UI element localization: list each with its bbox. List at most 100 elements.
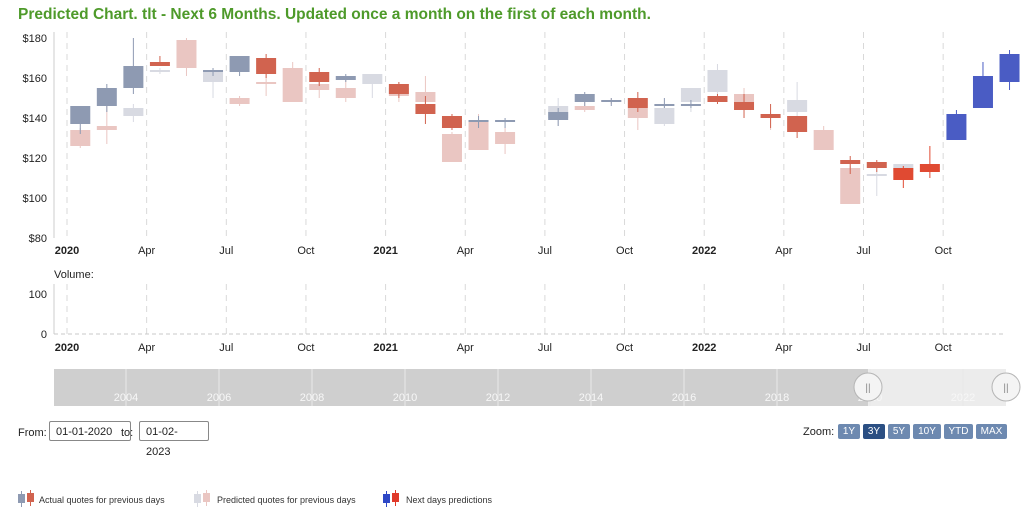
- predicted-candle-3[interactable]: [149, 70, 170, 72]
- x-tick-label: Apr: [457, 342, 474, 354]
- actual-candle-17[interactable]: [627, 98, 648, 108]
- actual-candles: [70, 38, 887, 174]
- actual-candle-18[interactable]: [654, 104, 675, 106]
- x-tick-label: Apr: [457, 245, 474, 257]
- y-tick-label: $80: [29, 233, 47, 245]
- actual-candle-7[interactable]: [309, 72, 330, 82]
- x-tick-label: Jul: [538, 342, 552, 354]
- actual-candle-6[interactable]: [256, 58, 277, 74]
- navigator-year-label: 2022: [951, 392, 975, 404]
- x-tick-label: 2020: [55, 342, 79, 354]
- navigator-track[interactable]: [54, 369, 1006, 406]
- actual-candle-24[interactable]: [840, 160, 861, 164]
- predicted-candle-8[interactable]: [282, 68, 303, 102]
- actual-candle-25[interactable]: [866, 162, 887, 168]
- actual-candle-12[interactable]: [468, 120, 489, 122]
- x-tick-label: Jul: [538, 245, 552, 257]
- y-tick-label: $100: [23, 193, 47, 205]
- actual-candle-0[interactable]: [70, 106, 91, 124]
- zoom-max-button[interactable]: MAX: [976, 424, 1007, 439]
- to-date-input[interactable]: 01-02-2023: [139, 421, 209, 458]
- predicted-candle-28[interactable]: [840, 168, 861, 204]
- predicted-candle-20[interactable]: [627, 108, 648, 118]
- navigator-year-label: 2010: [393, 392, 417, 404]
- navigator-left-handle-grip: ||: [865, 383, 870, 394]
- actual-candle-3[interactable]: [149, 62, 170, 66]
- predicted-candle-7[interactable]: [256, 82, 277, 84]
- predicted-candle-14[interactable]: [441, 134, 462, 162]
- predicted-candle-4[interactable]: [176, 40, 197, 68]
- predicted-candle-2[interactable]: [123, 108, 144, 116]
- predicted-candle-10[interactable]: [335, 88, 356, 98]
- zoom-10y-button[interactable]: 10Y: [913, 424, 941, 439]
- actual-candle-20[interactable]: [707, 96, 728, 102]
- zoom-ytd-button[interactable]: YTD: [944, 424, 973, 439]
- legend-item-actual[interactable]: Actual quotes for previous days: [17, 490, 165, 510]
- actual-candle-9[interactable]: [388, 84, 409, 94]
- predicted-candle-9[interactable]: [309, 84, 330, 90]
- price-chart: $80$100$120$140$160$180 2020 Apr Jul Oct 202…: [23, 32, 1021, 406]
- actual-candle-1[interactable]: [96, 88, 117, 106]
- predicted-candle-18[interactable]: [574, 106, 595, 110]
- range-selector: From: 01-01-2020 to: 01-02-2023 Zoom: 1Y…: [0, 420, 1024, 458]
- predicted-candle-23[interactable]: [707, 70, 728, 92]
- actual-candle-14[interactable]: [548, 112, 569, 120]
- zoom-5y-button[interactable]: 5Y: [888, 424, 910, 439]
- predicted-candle-5[interactable]: [203, 72, 224, 82]
- zoom-3y-button[interactable]: 3Y: [863, 424, 885, 439]
- navigator-year-label: 2012: [486, 392, 510, 404]
- predicted-candle-15[interactable]: [468, 122, 489, 150]
- navigator-selection[interactable]: [868, 369, 1006, 406]
- actual-candle-21[interactable]: [734, 102, 755, 110]
- x-tick-label: 2021: [373, 245, 397, 257]
- predicted-candle-22[interactable]: [680, 88, 701, 102]
- actual-candle-4[interactable]: [203, 70, 224, 72]
- predicted-candles: [70, 38, 914, 204]
- actual-candle-23[interactable]: [787, 116, 808, 132]
- actual-candle-13[interactable]: [495, 120, 516, 122]
- zoom-1y-button[interactable]: 1Y: [838, 424, 860, 439]
- predicted-candle-1[interactable]: [96, 126, 117, 130]
- next-candle-3[interactable]: [972, 76, 993, 108]
- x-tick-label: 2022: [692, 245, 716, 257]
- next-candle-1[interactable]: [919, 164, 940, 172]
- legend-item-next[interactable]: Next days predictions: [382, 490, 492, 510]
- actual-candle-5[interactable]: [229, 56, 250, 72]
- actual-candle-2[interactable]: [123, 66, 144, 88]
- from-label: From:: [18, 427, 47, 439]
- actual-candle-11[interactable]: [441, 116, 462, 128]
- legend: Actual quotes for previous days Predicte…: [0, 490, 1024, 510]
- x-tick-label: 2021: [373, 342, 397, 354]
- actual-candle-22[interactable]: [760, 114, 781, 118]
- legend-label-next: Next days predictions: [406, 495, 493, 505]
- predicted-candle-6[interactable]: [229, 98, 250, 104]
- navigator-right-handle[interactable]: [991, 372, 1021, 402]
- grid-lines: [53, 32, 1006, 335]
- x-tick-label: Apr: [775, 245, 792, 257]
- actual-candle-15[interactable]: [574, 94, 595, 102]
- predicted-candle-21[interactable]: [654, 108, 675, 124]
- legend-swatch-next: [383, 490, 399, 507]
- actual-candle-19[interactable]: [680, 104, 701, 106]
- navigator-left-handle[interactable]: [853, 372, 883, 402]
- actual-candle-16[interactable]: [601, 100, 622, 102]
- legend-item-predicted[interactable]: Predicted quotes for previous days: [193, 490, 356, 510]
- predicted-candle-26[interactable]: [787, 100, 808, 112]
- predicted-candle-16[interactable]: [495, 132, 516, 144]
- next-candles: [893, 50, 1020, 188]
- predicted-candle-0[interactable]: [70, 130, 91, 146]
- legend-swatch-actual: [18, 490, 34, 507]
- next-candle-4[interactable]: [999, 54, 1020, 82]
- legend-swatch-predicted: [194, 490, 210, 507]
- predicted-candle-11[interactable]: [362, 74, 383, 84]
- predicted-candle-27[interactable]: [813, 130, 834, 150]
- actual-candle-10[interactable]: [415, 104, 436, 114]
- next-candle-2[interactable]: [946, 114, 967, 140]
- from-date-input[interactable]: 01-01-2020: [49, 421, 131, 441]
- predicted-candle-29[interactable]: [866, 174, 887, 176]
- next-candle-0[interactable]: [893, 168, 914, 180]
- actual-candle-8[interactable]: [335, 76, 356, 80]
- x-tick-label: Jul: [219, 342, 233, 354]
- volume-panel: 0 100: [29, 289, 47, 341]
- price-x-axis: 2020 Apr Jul Oct 2021 Apr Jul Oct 2022 Apr Jul Oct: [55, 245, 952, 257]
